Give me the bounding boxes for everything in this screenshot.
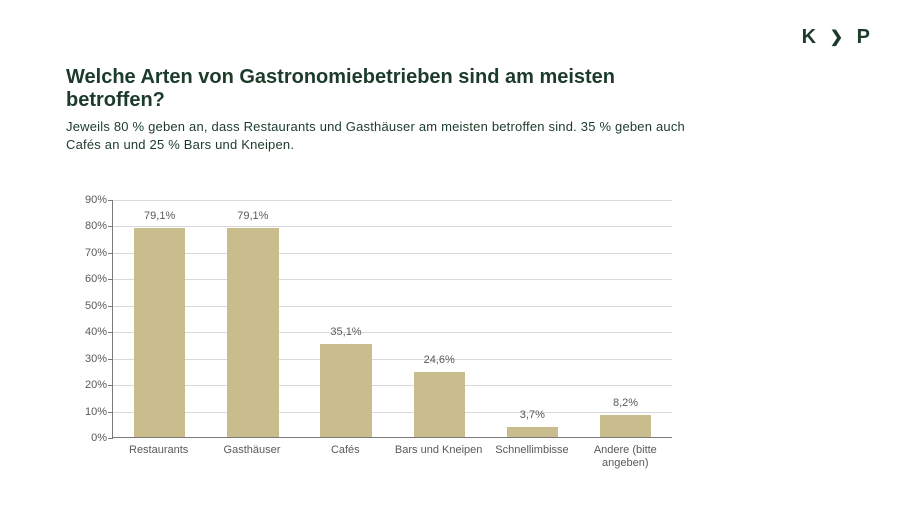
bar-value-label: 79,1% [237, 210, 268, 222]
y-tick-label: 60% [85, 273, 113, 285]
x-tick-label: Cafés [299, 444, 392, 470]
chart-plot-area: 0%10%20%30%40%50%60%70%80%90% 79,1%79,1%… [112, 200, 672, 438]
x-tick-label: Bars und Kneipen [392, 444, 485, 470]
bar-group: 35,1% [299, 200, 392, 437]
bar-value-label: 8,2% [613, 397, 638, 409]
bar-group: 79,1% [113, 200, 206, 437]
x-tick-label: Gasthäuser [205, 444, 298, 470]
page-subtitle: Jeweils 80 % geben an, dass Restaurants … [66, 118, 706, 153]
bar: 24,6% [414, 372, 465, 437]
bar-chart: 0%10%20%30%40%50%60%70%80%90% 79,1%79,1%… [66, 200, 706, 490]
bar-group: 79,1% [206, 200, 299, 437]
y-tick-label: 0% [91, 432, 113, 444]
bar: 79,1% [134, 228, 185, 437]
chart-bars: 79,1% 79,1% 35,1% 24,6% 3,7% 8,2% [113, 200, 672, 437]
bar-group: 3,7% [486, 200, 579, 437]
bar-group: 24,6% [393, 200, 486, 437]
logo-letter-p: P [857, 26, 874, 48]
y-tick-label: 10% [85, 406, 113, 418]
y-tick-label: 30% [85, 353, 113, 365]
bar: 79,1% [227, 228, 278, 437]
chevron-right-icon: ❯ [830, 29, 847, 46]
x-tick-label: Restaurants [112, 444, 205, 470]
logo-letter-k: K [802, 26, 820, 48]
bar-value-label: 24,6% [424, 354, 455, 366]
bar-value-label: 79,1% [144, 210, 175, 222]
y-tick-label: 90% [85, 194, 113, 206]
bar-value-label: 3,7% [520, 409, 545, 421]
x-tick-label: Schnellimbisse [485, 444, 578, 470]
bar: 3,7% [507, 427, 558, 437]
chart-x-labels: RestaurantsGasthäuserCafésBars und Kneip… [112, 444, 672, 470]
x-tick-label: Andere (bitte angeben) [579, 444, 672, 470]
page-title: Welche Arten von Gastronomiebetrieben si… [66, 66, 706, 112]
y-tick-label: 20% [85, 379, 113, 391]
page: K ❯ P Welche Arten von Gastronomiebetrie… [0, 0, 900, 506]
bar-group: 8,2% [579, 200, 672, 437]
y-tick-label: 50% [85, 300, 113, 312]
brand-logo: K ❯ P [802, 26, 874, 49]
bar: 35,1% [320, 344, 371, 437]
y-tick-label: 80% [85, 220, 113, 232]
y-tick-label: 40% [85, 326, 113, 338]
bar: 8,2% [600, 415, 651, 437]
y-tick-label: 70% [85, 247, 113, 259]
bar-value-label: 35,1% [330, 326, 361, 338]
